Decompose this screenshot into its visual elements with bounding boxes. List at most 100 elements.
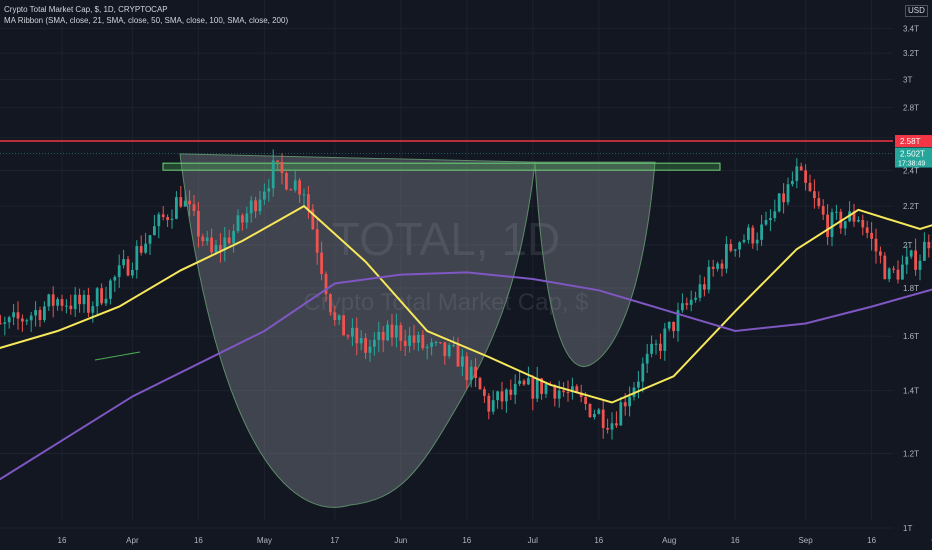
- candle-body: [188, 200, 191, 205]
- candle-body: [25, 320, 29, 322]
- candle-body: [843, 221, 847, 229]
- candle-down: [439, 342, 442, 344]
- candle-body: [518, 380, 521, 384]
- candle-down: [16, 301, 20, 330]
- candle-down: [601, 399, 605, 439]
- candle-body: [672, 321, 675, 332]
- candle-down: [78, 288, 81, 313]
- price-axis[interactable]: 3.4T3.2T3T2.8T2.6T2.4T2.2T2T1.8T1.6T1.4T…: [895, 24, 932, 533]
- candle-down: [615, 411, 618, 428]
- candle-up: [707, 259, 711, 294]
- candle-body: [579, 392, 583, 397]
- candle-body: [615, 423, 618, 426]
- candle-up: [738, 241, 741, 258]
- candle-up: [91, 301, 95, 323]
- x-tick-label: 17: [330, 536, 339, 545]
- candle-body: [901, 264, 904, 280]
- candle-up: [461, 349, 464, 376]
- candle-down: [51, 286, 55, 318]
- candle-down: [821, 199, 825, 221]
- symbol-legend[interactable]: Crypto Total Market Cap, $, 1D, CRYPTOCA…: [4, 5, 168, 14]
- candle-down: [60, 294, 64, 312]
- currency-badge[interactable]: USD: [905, 5, 928, 17]
- candle-down: [188, 190, 191, 217]
- x-tick-label: May: [257, 536, 272, 545]
- candle-up: [513, 374, 517, 404]
- candle-down: [126, 256, 130, 277]
- candle-up: [293, 168, 297, 193]
- candle-down: [421, 330, 425, 351]
- candle-down: [566, 380, 570, 402]
- candle-body: [135, 246, 139, 270]
- x-tick-label: 16: [731, 536, 740, 545]
- candle-up: [148, 235, 152, 256]
- candle-up: [742, 234, 746, 244]
- candle-down: [685, 297, 689, 310]
- y-tick-label: 2.4T: [903, 167, 919, 176]
- candle-body: [381, 332, 385, 341]
- candle-body: [830, 212, 834, 237]
- candle-body: [535, 378, 539, 399]
- y-tick-label: 2.2T: [903, 202, 919, 211]
- candle-body: [491, 400, 495, 412]
- candle-body: [588, 403, 592, 418]
- candle-down: [355, 317, 359, 356]
- candle-body: [641, 363, 645, 382]
- candle-down: [588, 403, 592, 419]
- candle-body: [883, 255, 887, 280]
- candle-up: [417, 331, 420, 352]
- candle-up: [918, 254, 922, 281]
- candle-down: [751, 225, 755, 249]
- candle-body: [725, 244, 728, 269]
- candle-body: [896, 269, 900, 280]
- sma-21-line: [0, 204, 932, 404]
- candle-body: [474, 366, 477, 378]
- candle-up: [236, 209, 240, 234]
- candle-up: [848, 201, 851, 223]
- candle-up: [109, 278, 112, 305]
- candle-body: [104, 298, 108, 304]
- price-levels[interactable]: [0, 140, 893, 154]
- candle-body: [82, 294, 86, 305]
- candle-up: [597, 408, 601, 415]
- candle-up: [645, 343, 649, 374]
- candle-down: [412, 324, 416, 350]
- candle-body: [782, 193, 785, 203]
- candle-down: [703, 276, 706, 297]
- candle-down: [870, 222, 873, 251]
- candle-body: [280, 161, 284, 174]
- candle-up: [377, 321, 381, 353]
- candle-up: [632, 381, 636, 401]
- candle-body: [465, 356, 469, 381]
- candle-up: [689, 290, 693, 312]
- candle-up: [505, 388, 508, 413]
- candle-up: [25, 318, 29, 326]
- candle-body: [399, 325, 403, 341]
- candle-body: [522, 380, 526, 385]
- time-axis[interactable]: 16Apr16May17Jun16Jul16Aug16Sep16Oct16Nov…: [58, 536, 932, 545]
- badge-bg: [895, 147, 932, 168]
- candle-body: [21, 318, 24, 322]
- candle-up: [698, 274, 702, 302]
- candle-body: [170, 218, 174, 221]
- candle-up: [857, 216, 860, 223]
- y-tick-label: 1T: [903, 524, 912, 533]
- candle-body: [403, 340, 407, 346]
- candle-up: [773, 199, 777, 222]
- candle-up: [755, 232, 759, 251]
- candle-body: [527, 378, 530, 385]
- candle-body: [271, 160, 275, 189]
- candle-body: [245, 213, 249, 223]
- candle-up: [82, 290, 86, 313]
- y-tick-label: 1.4T: [903, 387, 919, 396]
- candle-body: [755, 239, 759, 244]
- ma-ribbon-legend[interactable]: MA Ribbon (SMA, close, 21, SMA, close, 5…: [4, 16, 289, 25]
- candle-body: [685, 303, 689, 305]
- candle-body: [364, 338, 367, 353]
- cup-and-handle-drawing[interactable]: [94, 153, 721, 508]
- candle-body: [109, 280, 112, 299]
- x-tick-label: 16: [867, 536, 876, 545]
- candle-body: [509, 389, 513, 395]
- candle-down: [487, 393, 491, 420]
